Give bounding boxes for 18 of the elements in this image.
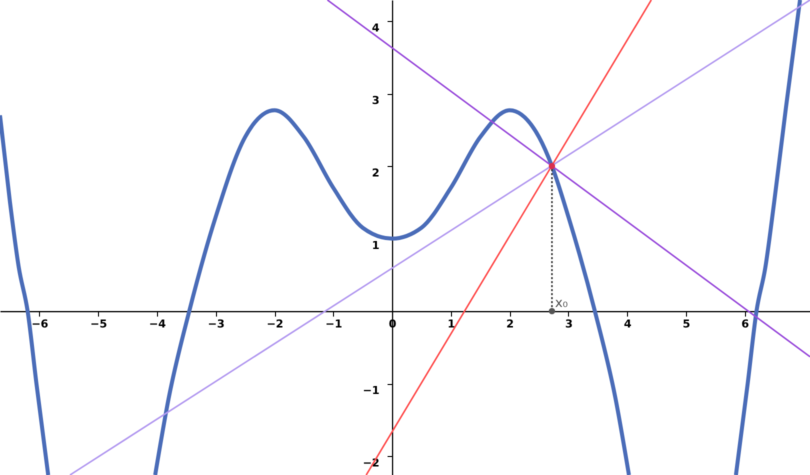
x-tick-label: 3	[565, 318, 573, 331]
y-tick-label: 4	[372, 22, 380, 35]
annotation: x₀	[554, 296, 568, 312]
y-tick-label: 2	[372, 166, 380, 180]
x-tick-label: −2	[266, 318, 284, 331]
x-tick-label: −3	[208, 318, 225, 331]
x-tick-label: 1	[448, 318, 456, 331]
y-tick-label: 1	[372, 239, 380, 252]
x-tick-label: −1	[325, 318, 342, 331]
x-tick-label: 6	[741, 318, 750, 331]
x-tick-label: −4	[149, 318, 166, 331]
y-tick-label: 3	[372, 94, 380, 108]
x-tick-label: −6	[31, 318, 49, 331]
x-tick-label: −5	[90, 318, 108, 331]
y-tick-label: −1	[362, 384, 380, 398]
x-tick-label: 5	[682, 318, 690, 331]
x-tick-label: 2	[506, 318, 514, 331]
x-tick-label: 4	[624, 318, 632, 331]
